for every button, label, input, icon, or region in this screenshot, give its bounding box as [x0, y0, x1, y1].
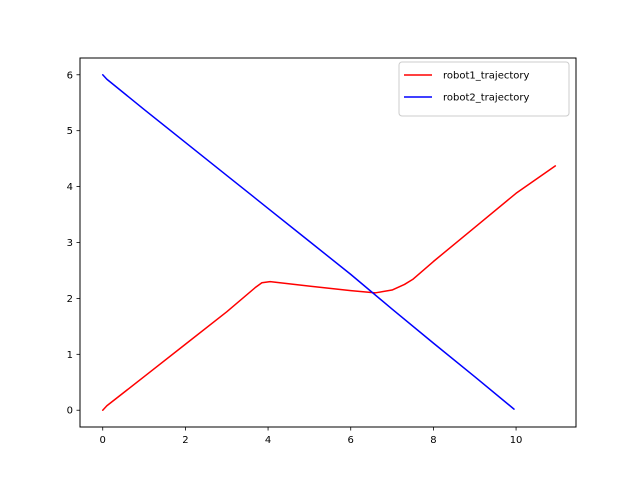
plot-area [101, 74, 557, 411]
x-tick-label: 0 [100, 435, 106, 446]
y-tick-label: 5 [67, 126, 73, 137]
y-tick-label: 3 [67, 238, 73, 249]
y-tick-label: 4 [67, 182, 73, 193]
x-tick-label: 10 [510, 435, 523, 446]
series-line-2 [101, 74, 515, 410]
legend: robot1_trajectory robot2_trajectory [398, 61, 570, 117]
y-tick-label: 2 [67, 294, 73, 305]
x-tick-label: 6 [348, 435, 354, 446]
x-tick-label: 8 [430, 435, 436, 446]
y-tick-label: 0 [67, 406, 73, 417]
y-tick-label: 1 [67, 350, 73, 361]
legend-label: robot1_trajectory [443, 71, 529, 82]
legend-label: robot2_trajectory [443, 93, 529, 104]
x-axis: 0 2 4 6 8 10 [100, 427, 523, 446]
y-tick-label: 6 [67, 70, 73, 81]
x-tick-label: 4 [265, 435, 271, 446]
x-tick-label: 2 [182, 435, 188, 446]
series-line-1 [101, 165, 557, 411]
legend-box [398, 61, 570, 117]
y-axis: 0 1 2 3 4 5 6 [67, 70, 80, 417]
